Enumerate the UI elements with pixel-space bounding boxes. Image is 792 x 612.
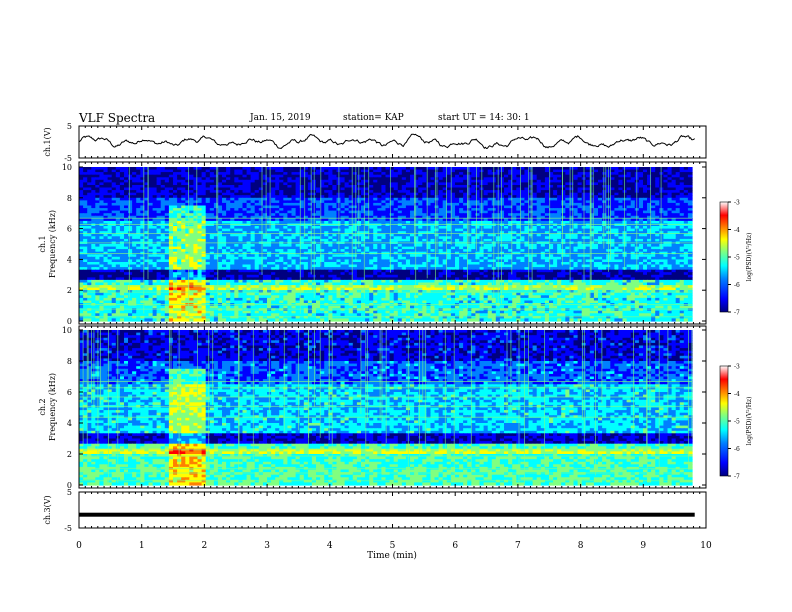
ch1-spectrogram-panel (79, 162, 706, 324)
ch1-wave-frame (79, 126, 706, 158)
ch1-waveform-panel (79, 126, 706, 158)
ch1-waveform-line (79, 134, 695, 148)
vlf-figure: VLF Spectra Jan. 15, 2019 station= KAP s… (0, 0, 792, 612)
ch1-spectrogram-cells (79, 167, 693, 322)
plot-canvas: 0 1 2 3 4 5 6 7 8 9 105-55-502468100246810 ch.1(V)… (0, 0, 792, 612)
